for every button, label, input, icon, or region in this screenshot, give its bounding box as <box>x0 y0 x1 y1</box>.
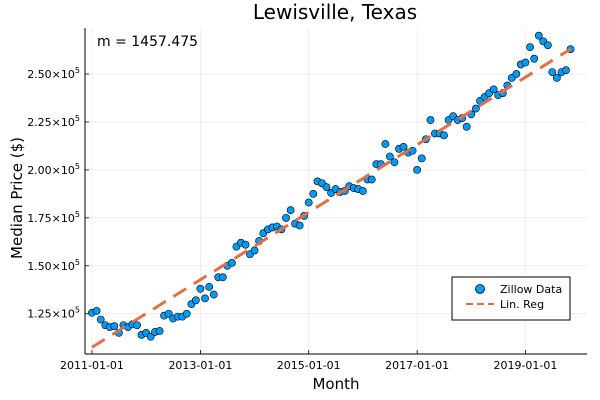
data-point <box>530 54 539 63</box>
x-tick-labels: 2011-01-01 2013-01-01 2015-01-01 2017-01-01… <box>60 359 557 372</box>
data-point <box>155 327 164 335</box>
data-point <box>562 66 570 75</box>
data-point <box>218 273 227 282</box>
data-point <box>543 41 552 50</box>
data-point <box>462 122 471 131</box>
x-tick-label: 2011-01-01 <box>60 359 124 372</box>
data-point <box>110 322 119 331</box>
data-point <box>164 309 173 318</box>
data-point <box>399 142 408 151</box>
plot-marks <box>88 31 575 349</box>
data-point <box>489 85 498 94</box>
data-point <box>385 152 394 161</box>
legend-label-linreg: Lin. Reg <box>500 298 544 311</box>
y-tick-labels: 1.25×105 1.50×105 1.75×105 2.00×105 2.25×105… <box>27 66 80 321</box>
data-point <box>250 246 259 255</box>
data-point <box>304 198 313 207</box>
data-point <box>201 294 209 303</box>
data-point <box>241 240 250 249</box>
y-tick-label: 2.50×105 <box>27 66 80 81</box>
data-point <box>440 131 448 140</box>
data-point <box>282 213 290 222</box>
data-point <box>548 68 557 77</box>
data-point <box>512 70 521 78</box>
data-point <box>286 206 295 215</box>
data-point <box>209 290 218 299</box>
legend-marker-zillow <box>475 284 485 294</box>
data-point <box>146 332 155 341</box>
data-point <box>471 104 480 113</box>
data-point <box>133 321 141 330</box>
data-point <box>295 221 304 230</box>
legend-label-zillow: Zillow Data <box>500 283 562 296</box>
y-tick-label: 1.25×105 <box>27 306 80 321</box>
data-point <box>417 154 426 163</box>
legend-box <box>451 276 571 321</box>
regression-line <box>91 47 572 349</box>
data-point <box>205 282 214 291</box>
axes <box>84 28 587 355</box>
y-axis-label: Median Price ($) <box>8 137 26 259</box>
y-tick-label: 1.75×105 <box>27 210 80 225</box>
x-tick-label: 2017-01-01 <box>385 359 449 372</box>
data-point <box>390 158 399 167</box>
x-tick-label: 2013-01-01 <box>168 359 232 372</box>
data-point <box>358 187 367 195</box>
data-point <box>534 31 543 40</box>
data-point <box>227 259 236 267</box>
data-point <box>196 284 205 293</box>
chart-title: Lewisville, Texas <box>253 0 417 24</box>
data-point <box>426 116 435 124</box>
x-axis-label: Month <box>312 375 359 393</box>
slope-annotation: m = 1457.475 <box>97 34 198 50</box>
data-point <box>92 306 101 315</box>
data-point <box>552 73 561 82</box>
data-point <box>309 189 318 198</box>
y-tick-label: 1.50×105 <box>27 258 80 273</box>
data-point <box>526 43 534 52</box>
data-point <box>521 58 530 67</box>
data-point <box>367 175 376 184</box>
data-point <box>413 166 422 174</box>
data-point <box>96 315 105 324</box>
y-tick-label: 2.00×105 <box>27 162 80 177</box>
data-point <box>182 309 191 318</box>
data-point <box>381 140 390 148</box>
data-point <box>191 296 200 305</box>
legend: Zillow Data Lin. Reg <box>451 276 571 321</box>
y-tick-label: 2.25×105 <box>27 114 80 129</box>
x-tick-label: 2019-01-01 <box>493 359 557 372</box>
data-point <box>322 183 331 192</box>
x-tick-label: 2015-01-01 <box>277 359 341 372</box>
